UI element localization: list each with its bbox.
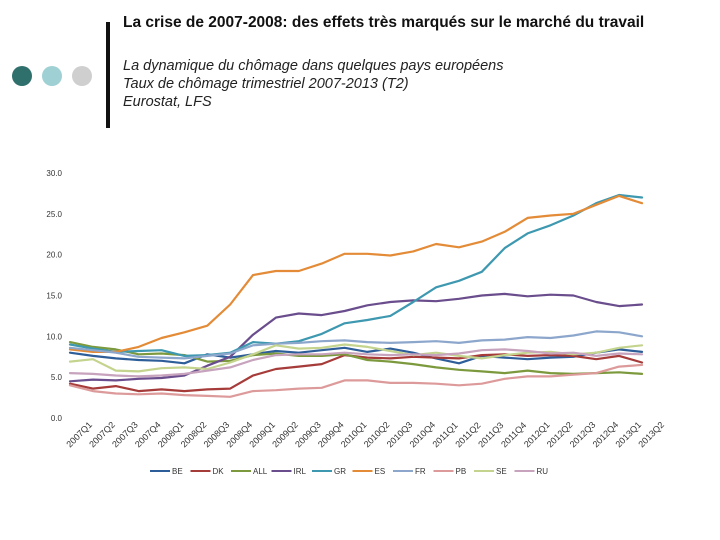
accent-bar	[106, 22, 110, 128]
legend-label-be: BE	[172, 467, 183, 476]
y-tick-label: 10.0	[46, 332, 62, 341]
y-tick-label: 5.0	[51, 373, 63, 382]
series-line-all	[68, 341, 644, 375]
slide-title: La crise de 2007-2008: des effets très m…	[123, 14, 645, 31]
y-tick-label: 15.0	[46, 292, 62, 301]
y-tick-label: 30.0	[46, 169, 62, 178]
y-tick-label: 20.0	[46, 251, 62, 260]
decor-dot-dark	[12, 66, 32, 86]
legend-label-pb: PB	[456, 467, 467, 476]
y-tick-label: 25.0	[46, 210, 62, 219]
series-line-be	[68, 346, 644, 365]
subtitle-line-3: Eurostat, LFS	[123, 94, 212, 110]
series-line-ru	[68, 348, 644, 378]
decor-dot-teal	[42, 66, 62, 86]
slide-subtitle: La dynamique du chômage dans quelques pa…	[123, 57, 504, 111]
legend-label-ru: RU	[537, 467, 549, 476]
legend-label-fr: FR	[415, 467, 426, 476]
series-line-gr	[68, 193, 644, 357]
legend-label-gr: GR	[334, 467, 346, 476]
series-line-es	[68, 194, 644, 353]
subtitle-line-1: La dynamique du chômage dans quelques pa…	[123, 58, 504, 74]
series-line-fr	[68, 330, 644, 360]
series-line-pb	[68, 363, 644, 398]
x-tick-label: 2013Q2	[636, 420, 666, 450]
legend-label-all: ALL	[253, 467, 268, 476]
legend-label-irl: IRL	[294, 467, 307, 476]
legend-label-se: SE	[496, 467, 507, 476]
legend-label-es: ES	[375, 467, 386, 476]
subtitle-line-2: Taux de chômage trimestriel 2007-2013 (T…	[123, 76, 409, 92]
decor-dot-grey	[72, 66, 92, 86]
series-line-irl	[68, 292, 644, 383]
legend-label-dk: DK	[213, 467, 225, 476]
y-tick-label: 0.0	[51, 414, 63, 423]
